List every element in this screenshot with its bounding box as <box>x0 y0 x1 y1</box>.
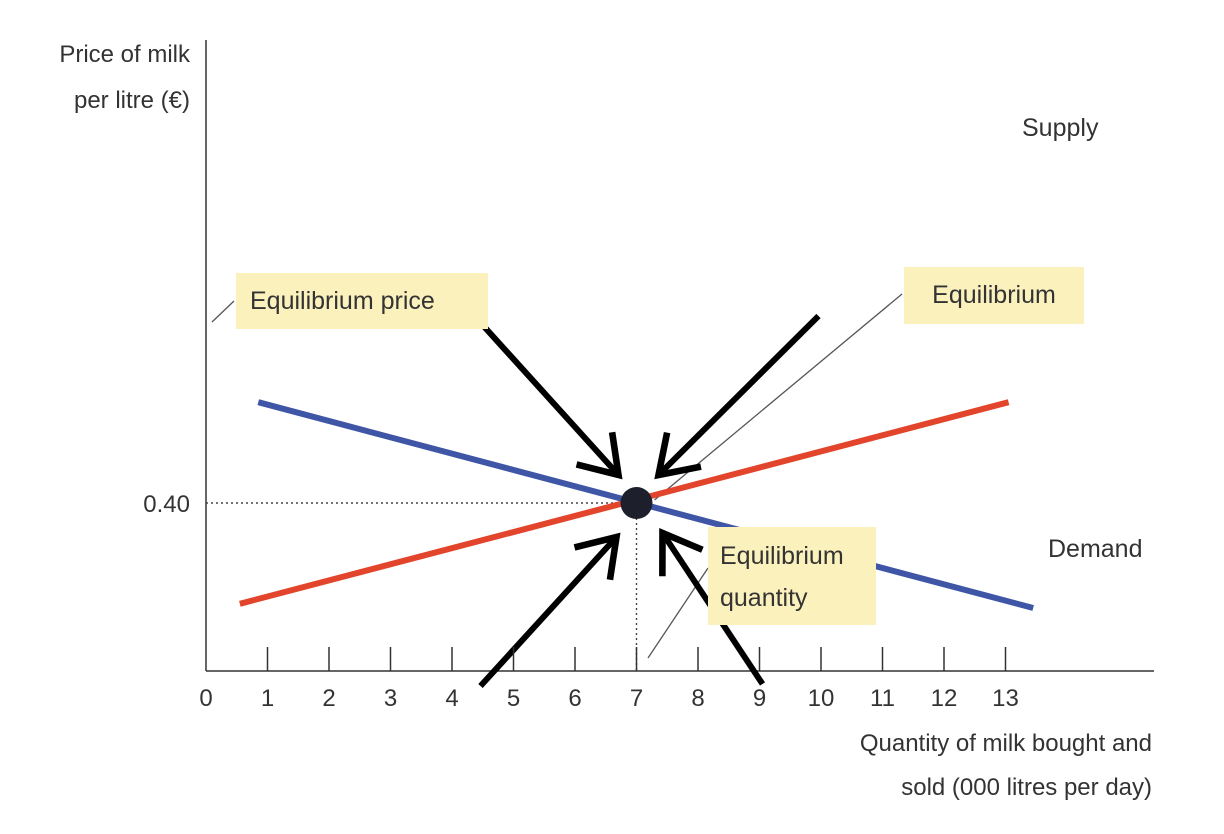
x-axis-label: Quantity of milk bought and sold (000 li… <box>752 722 1152 810</box>
arrow-from-top-right <box>654 313 821 480</box>
x-tick-label: 5 <box>507 685 520 712</box>
arrow-from-top-left <box>472 313 623 480</box>
x-tick-label: 2 <box>322 685 335 712</box>
x-tick-label: 7 <box>630 685 643 712</box>
supply-series-label: Supply <box>1022 114 1099 142</box>
x-tick-label: 3 <box>384 685 397 712</box>
x-tick-label: 9 <box>753 685 766 712</box>
y-tick-label: 0.40 <box>143 491 190 518</box>
quantity-callout-leader <box>647 567 709 659</box>
equilibrium-price-callout: Equilibrium price <box>236 273 488 329</box>
demand-series-label: Demand <box>1048 535 1143 563</box>
x-tick-label: 0 <box>199 685 212 712</box>
y-axis-label-line-1: Price of milk <box>59 41 190 68</box>
x-tick-label: 11 <box>870 685 895 712</box>
y-axis-label-line-2: per litre (€) <box>73 87 190 114</box>
x-axis-label-line-2: sold (000 litres per day) <box>901 774 1152 801</box>
y-axis-label: Price of milk per litre (€) <box>10 32 190 124</box>
equilibrium-callout-leader <box>654 293 903 501</box>
x-tick-label: 12 <box>931 685 958 712</box>
x-tick-label: 1 <box>261 685 274 712</box>
arrow-from-bottom-left <box>478 532 621 689</box>
equilibrium-point <box>620 487 653 519</box>
x-axis-label-line-1: Quantity of milk bought and <box>859 730 1152 757</box>
equilibrium-quantity-line-2: quantity <box>720 584 808 612</box>
x-tick-label: 4 <box>445 685 458 712</box>
x-tick-label: 13 <box>992 685 1019 712</box>
x-tick-label: 6 <box>568 685 581 712</box>
equilibrium-quantity-line-1: Equilibrium <box>720 542 844 570</box>
price-callout-leader <box>211 300 235 323</box>
equilibrium-callout: Equilibrium <box>904 267 1084 324</box>
equilibrium-quantity-callout: Equilibrium quantity <box>708 527 876 625</box>
x-tick-label: 10 <box>808 685 835 712</box>
x-tick-label: 8 <box>691 685 704 712</box>
